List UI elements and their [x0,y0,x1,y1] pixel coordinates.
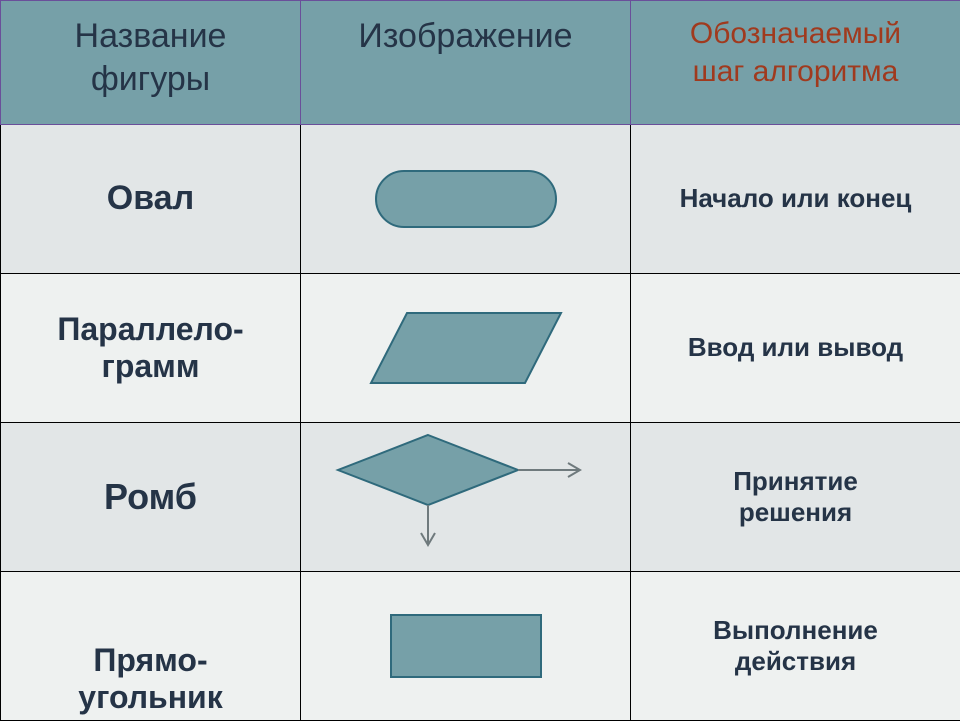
shape-desc-cell: Принятие решения [631,423,960,572]
header-desc: Обозначаемый шаг алгоритма [631,1,960,125]
shape-name-cell: Прямо- угольник [1,572,301,721]
flowchart-shapes-table: Название фигуры Изображение Обозначаемый… [0,0,960,721]
shape-image-cell [301,423,631,572]
shape-image-cell [301,274,631,423]
terminator-shape-icon [372,167,560,231]
shape-name-cell: Ромб [1,423,301,572]
shape-name: Параллело- грамм [57,311,243,385]
process-shape-icon [387,611,545,681]
table-header-row: Название фигуры Изображение Обозначаемый… [1,1,960,125]
shape-desc-cell: Начало или конец [631,125,960,274]
shape-name: Прямо- угольник [78,642,222,716]
shape-desc: Ввод или вывод [688,332,903,363]
parallelogram-shape-icon [367,309,565,387]
table-row: Прямо- угольник Выполнение действия [1,572,960,721]
shape-name-cell: Овал [1,125,301,274]
table-row: Параллело- грамм Ввод или вывод [1,274,960,423]
shape-desc: Выполнение действия [713,615,878,677]
shape-desc-cell: Выполнение действия [631,572,960,721]
header-image: Изображение [301,1,631,125]
shape-name-cell: Параллело- грамм [1,274,301,423]
decision-shape-icon [334,431,598,563]
table-body: Овал Начало или конец Параллело- грамм Ввод… [1,125,960,721]
table-row: Ромб Принятие решения [1,423,960,572]
table-row: Овал Начало или конец [1,125,960,274]
shape-name: Ромб [104,476,197,517]
shape-name: Овал [107,179,194,218]
shape-desc: Принятие решения [733,466,858,528]
header-name: Название фигуры [1,1,301,125]
shape-desc: Начало или конец [680,183,912,214]
shape-image-cell [301,125,631,274]
shape-image-cell [301,572,631,721]
shape-desc-cell: Ввод или вывод [631,274,960,423]
